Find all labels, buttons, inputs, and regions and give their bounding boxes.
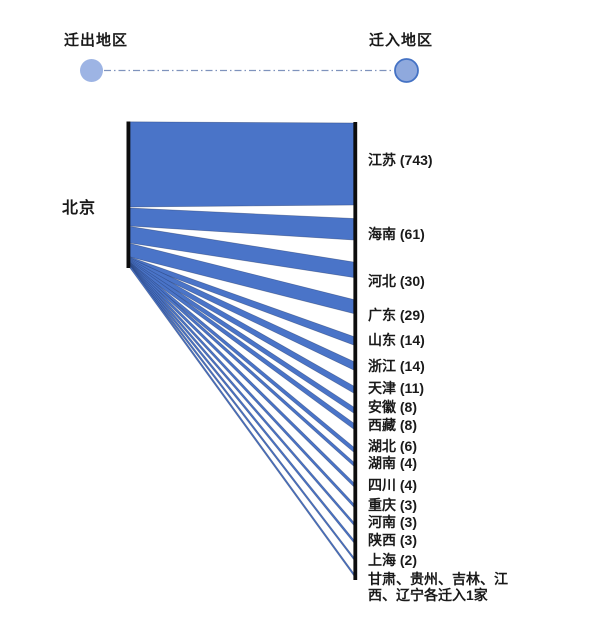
target-node-bar [353,122,358,580]
target-label-hunan: 湖南 (4) [368,455,417,471]
target-label-jiangsu: 江苏 (743) [368,152,433,168]
target-label-chongqing: 重庆 (3) [368,497,417,513]
target-label-shandong: 山东 (14) [368,332,425,348]
target-label-zhejiang: 浙江 (14) [368,358,425,374]
target-label-henan: 河南 (3) [368,514,417,530]
flow-ribbon-江苏 [129,121,354,208]
legend-out-label: 迁出地区 [64,32,129,49]
legend-out-circle-icon [80,59,103,82]
target-label-anhui: 安徽 (8) [368,399,417,415]
target-label-hainan: 海南 (61) [368,226,425,242]
flow-ribbon-湖北 [129,261,354,453]
target-label-hubei: 湖北 (6) [368,438,417,454]
target-label-sichuan: 四川 (4) [368,477,417,493]
legend-in-circle-icon [394,58,419,83]
target-label-hebei: 河北 (30) [368,273,425,289]
target-label-guangdong: 广东 (29) [368,307,425,323]
flow-ribbon-上海 [129,263,354,561]
target-label-xizang: 西藏 (8) [368,417,417,433]
target-label-others: 甘肃、贵州、吉林、江西、辽宁各迁入1家 [368,571,508,603]
source-node-bar [126,121,131,268]
target-label-shanghai: 上海 (2) [368,552,417,568]
legend-in-label: 迁入地区 [369,32,434,49]
target-label-tianjin: 天津 (11) [368,380,425,396]
target-label-shaanxi: 陕西 (3) [368,532,417,548]
source-node-label: 北京 [62,200,97,217]
